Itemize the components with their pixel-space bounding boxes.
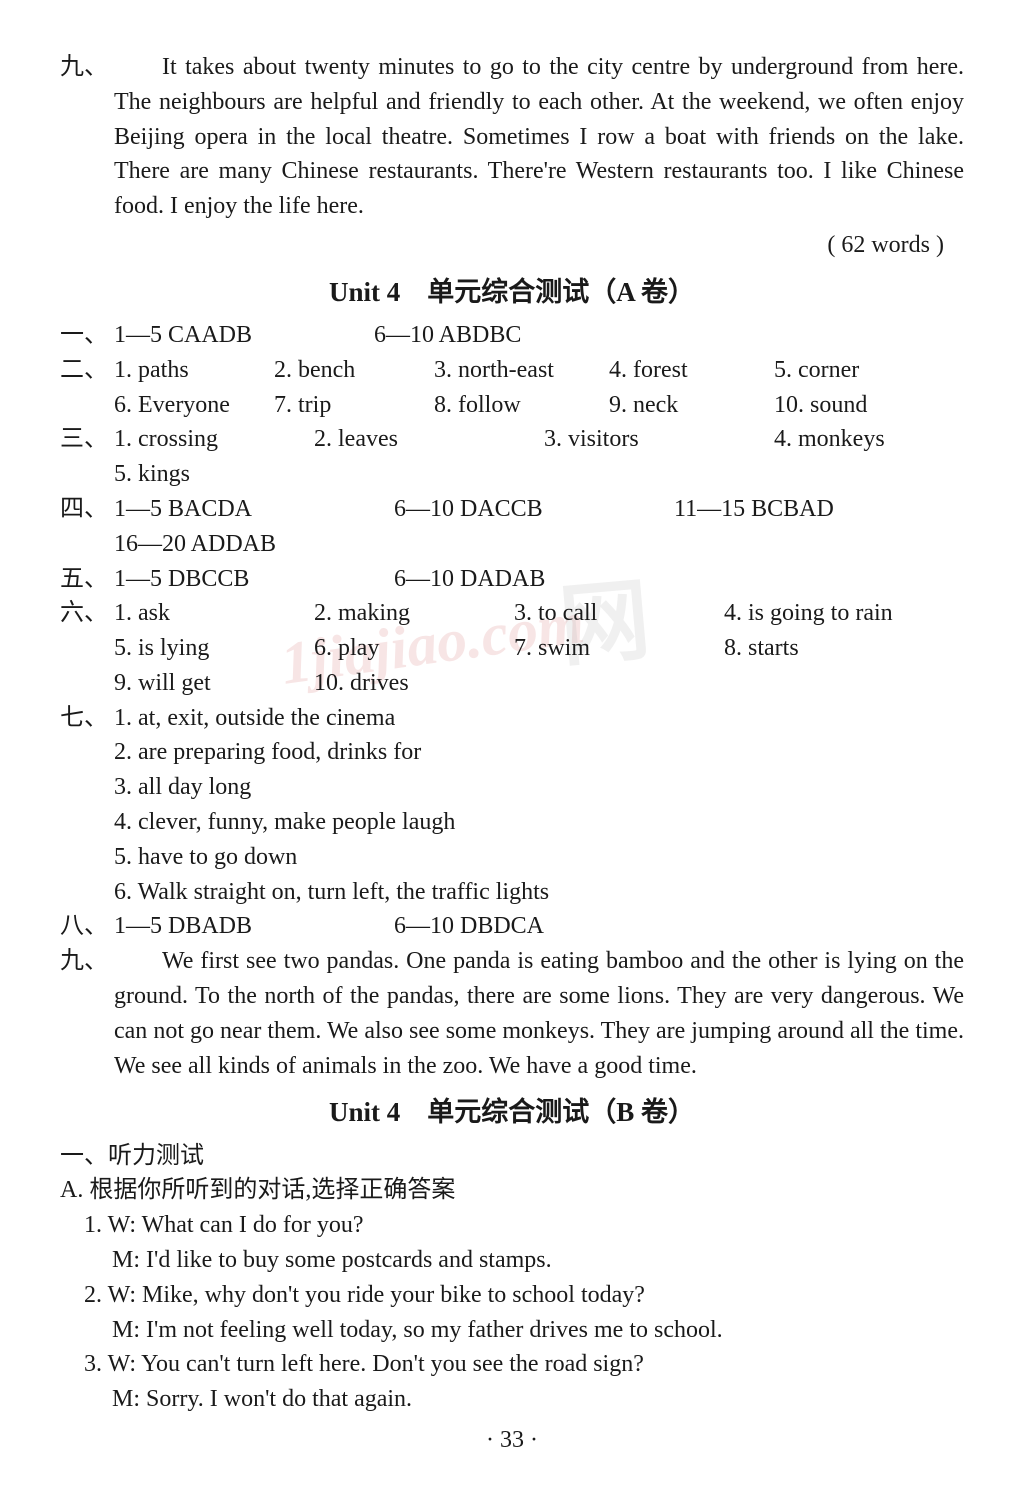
unit4b-title: Unit 4 单元综合测试（B 卷） <box>60 1093 964 1132</box>
dialog-3: 3. W: You can't turn left here. Don't yo… <box>60 1347 964 1382</box>
section-1: 一、 1—5 CAADB 6—10 ABDBC <box>60 318 964 353</box>
dialog-w: W: Mike, why don't you ride your bike to… <box>108 1282 645 1308</box>
section-6: 六、 1. ask 2. making 3. to call 4. is goi… <box>60 596 964 631</box>
section-9-top: 九、 It takes about twenty minutes to go t… <box>60 50 964 224</box>
answer-range: 6—10 DADAB <box>394 562 545 597</box>
dialog-1: 1. W: What can I do for you? <box>60 1208 964 1243</box>
answer-item: 10. drives <box>314 666 409 701</box>
answer-range: 6—10 DBDCA <box>394 909 544 944</box>
section-label: 四、 <box>60 492 114 527</box>
unit4a-title: Unit 4 单元综合测试（A 卷） <box>60 273 964 312</box>
answer-item: 1. crossing <box>114 422 314 457</box>
answer-item: 9. will get <box>114 666 314 701</box>
answer-range: 6—10 ABDBC <box>374 318 521 353</box>
answer-item: 5. is lying <box>114 631 314 666</box>
answer-item: 2. making <box>314 596 514 631</box>
section-6-row2: 5. is lying 6. play 7. swim 8. starts <box>60 631 964 666</box>
section-label: 九、 <box>60 944 114 979</box>
answer-item: 2. are preparing food, drinks for <box>60 735 964 770</box>
answer-item: 3. all day long <box>60 770 964 805</box>
answer-range: 1—5 DBCCB <box>114 562 394 597</box>
answer-item: 5. kings <box>114 457 190 492</box>
section-label: 五、 <box>60 562 114 597</box>
answer-item: 3. north-east <box>434 353 609 388</box>
answer-range: 11—15 BCBAD <box>674 492 834 527</box>
answer-item: 6. Walk straight on, turn left, the traf… <box>60 875 964 910</box>
answer-item: 1. paths <box>114 353 274 388</box>
word-count: ( 62 words ) <box>60 228 964 263</box>
section-4: 四、 1—5 BACDA 6—10 DACCB 11—15 BCBAD <box>60 492 964 527</box>
section-4-row2: 16—20 ADDAB <box>60 527 964 562</box>
dialog-w: W: You can't turn left here. Don't you s… <box>108 1351 644 1377</box>
section-label: 一、 <box>60 318 114 353</box>
answer-item: 7. trip <box>274 388 434 423</box>
dialog-num: 2. <box>84 1282 102 1308</box>
answer-range: 1—5 CAADB <box>114 318 374 353</box>
section-8: 八、 1—5 DBADB 6—10 DBDCA <box>60 909 964 944</box>
section-3-row2: 5. kings <box>60 457 964 492</box>
answer-range: 16—20 ADDAB <box>114 527 276 562</box>
page-content: 九、 It takes about twenty minutes to go t… <box>60 50 964 1417</box>
dialog-num: 1. <box>84 1212 102 1238</box>
dialog-3-m: M: Sorry. I won't do that again. <box>60 1382 964 1417</box>
section-label: 三、 <box>60 422 114 457</box>
answer-item: 1. at, exit, outside the cinema <box>114 701 395 736</box>
dialog-1-m: M: I'd like to buy some postcards and st… <box>60 1243 964 1278</box>
dialog-2: 2. W: Mike, why don't you ride your bike… <box>60 1278 964 1313</box>
page-number: · 33 · <box>0 1423 1024 1458</box>
answer-item: 6. play <box>314 631 514 666</box>
answer-item: 2. leaves <box>314 422 544 457</box>
answer-range: 1—5 DBADB <box>114 909 394 944</box>
answer-range: 6—10 DACCB <box>394 492 674 527</box>
answer-item: 3. visitors <box>544 422 774 457</box>
dialog-2-m: M: I'm not feeling well today, so my fat… <box>60 1313 964 1348</box>
answer-item: 5. corner <box>774 353 859 388</box>
answer-item: 1. ask <box>114 596 314 631</box>
listening-heading: 一、听力测试 <box>60 1139 964 1174</box>
paragraph-text: It takes about twenty minutes to go to t… <box>114 50 964 224</box>
answer-item: 9. neck <box>609 388 774 423</box>
section-5: 五、 1—5 DBCCB 6—10 DADAB <box>60 562 964 597</box>
section-6-row3: 9. will get 10. drives <box>60 666 964 701</box>
answer-range: 1—5 BACDA <box>114 492 394 527</box>
paragraph-text: We first see two pandas. One panda is ea… <box>114 944 964 1083</box>
answer-item: 10. sound <box>774 388 867 423</box>
answer-item: 4. monkeys <box>774 422 885 457</box>
section-2: 二、 1. paths 2. bench 3. north-east 4. fo… <box>60 353 964 388</box>
answer-item: 2. bench <box>274 353 434 388</box>
section-label: 二、 <box>60 353 114 388</box>
answer-item: 4. clever, funny, make people laugh <box>60 805 964 840</box>
answer-item: 4. forest <box>609 353 774 388</box>
answer-item: 4. is going to rain <box>724 596 893 631</box>
answer-item: 7. swim <box>514 631 724 666</box>
dialog-w: W: What can I do for you? <box>108 1212 364 1238</box>
answer-item: 6. Everyone <box>114 388 274 423</box>
section-label: 七、 <box>60 701 114 736</box>
answer-item: 5. have to go down <box>60 840 964 875</box>
answer-item: 8. starts <box>724 631 799 666</box>
answer-item: 3. to call <box>514 596 724 631</box>
section-label: 六、 <box>60 596 114 631</box>
section-7: 七、 1. at, exit, outside the cinema <box>60 701 964 736</box>
instruction-a: A. 根据你所听到的对话,选择正确答案 <box>60 1173 964 1208</box>
section-9: 九、 We first see two pandas. One panda is… <box>60 944 964 1083</box>
answer-item: 8. follow <box>434 388 609 423</box>
section-label: 八、 <box>60 909 114 944</box>
section-label: 九、 <box>60 50 114 85</box>
section-2-row2: 6. Everyone 7. trip 8. follow 9. neck 10… <box>60 388 964 423</box>
dialog-num: 3. <box>84 1351 102 1377</box>
section-3: 三、 1. crossing 2. leaves 3. visitors 4. … <box>60 422 964 457</box>
